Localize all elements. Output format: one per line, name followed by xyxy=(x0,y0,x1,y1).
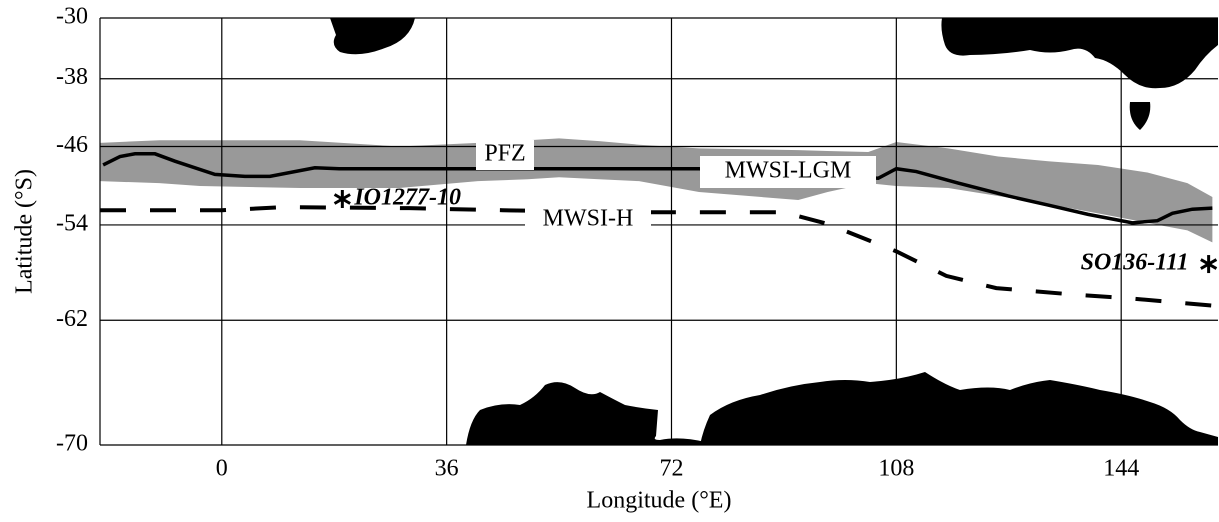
y-tick-label: -46 xyxy=(56,132,88,158)
x-tick-label: 0 xyxy=(216,456,228,482)
africa xyxy=(330,18,415,55)
land xyxy=(330,18,1218,445)
x-tick-label: 108 xyxy=(878,456,914,482)
y-axis-label: Latitude (°S) xyxy=(12,169,38,294)
y-tick-label: -54 xyxy=(56,210,88,236)
site-label: SO136-111 xyxy=(1081,250,1189,276)
antarctica-east xyxy=(700,372,1218,445)
pfz-band xyxy=(100,138,1213,243)
site-label: IO1277-10 xyxy=(353,184,461,210)
y-tick-label: -30 xyxy=(56,4,88,30)
star-stroke xyxy=(333,193,351,205)
australia xyxy=(941,18,1218,89)
plot: 0 36 72 108 144 -30 -38 -46 -54 -62 -70 Longitude (… xyxy=(12,4,1218,514)
site-marker xyxy=(1200,255,1218,274)
tasmania xyxy=(1129,102,1151,130)
dashed-line xyxy=(100,205,1216,308)
x-tick-label: 36 xyxy=(435,456,459,482)
x-tick-label: 144 xyxy=(1103,456,1139,482)
antarctica-west xyxy=(466,382,705,445)
label-box xyxy=(476,140,534,170)
label-box xyxy=(525,204,651,236)
line-label: MWSI-LGM xyxy=(725,158,852,184)
site-marker xyxy=(333,189,351,208)
y-tick-label: -38 xyxy=(56,64,88,90)
x-axis-label: Longitude (°E) xyxy=(587,488,732,514)
label-box xyxy=(700,156,876,188)
y-tick-label: -70 xyxy=(56,431,88,457)
star-stroke xyxy=(1200,258,1218,270)
line xyxy=(102,152,1213,225)
x-tick-label: 72 xyxy=(659,456,683,482)
y-tick-label: -62 xyxy=(56,306,88,332)
band-label: PFZ xyxy=(484,141,525,167)
line-label: MWSI-H xyxy=(543,206,634,232)
